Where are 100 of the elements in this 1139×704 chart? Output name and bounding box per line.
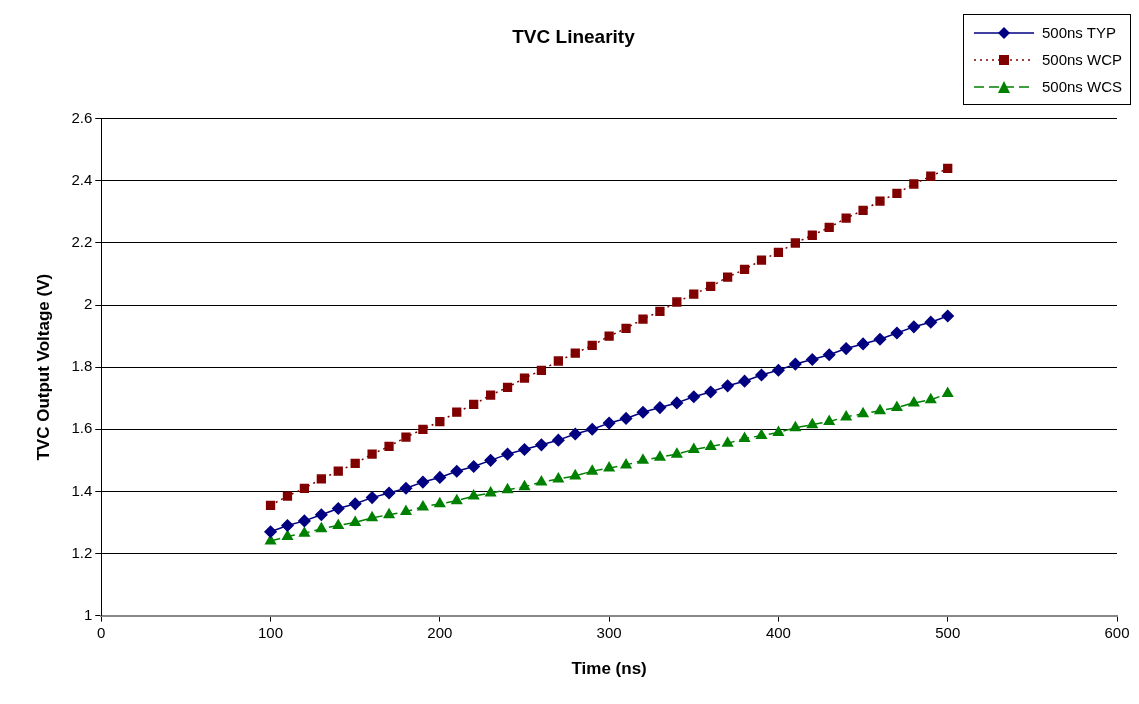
point — [925, 393, 937, 404]
point — [739, 432, 751, 443]
y-tick-label: 1.4 — [71, 481, 93, 499]
point — [298, 514, 311, 528]
point — [941, 309, 954, 323]
point — [738, 374, 751, 388]
point — [450, 464, 464, 478]
point — [298, 527, 310, 537]
x-tick-label: 600 — [1104, 623, 1130, 641]
point — [282, 491, 293, 501]
point — [620, 458, 632, 469]
point — [755, 429, 767, 440]
point — [401, 432, 411, 442]
point — [502, 483, 514, 494]
point — [840, 410, 852, 421]
point — [332, 502, 345, 515]
point — [264, 525, 277, 539]
point — [315, 522, 327, 533]
point — [655, 306, 665, 316]
y-tick-label: 1.8 — [71, 357, 93, 375]
point — [773, 247, 784, 257]
point — [942, 387, 954, 398]
x-axis-title: Time (ns) — [571, 659, 647, 679]
point — [569, 469, 581, 480]
point — [789, 357, 802, 371]
point — [858, 205, 868, 216]
point — [772, 364, 785, 377]
point — [485, 390, 496, 400]
point — [857, 407, 869, 418]
x-tick-label: 500 — [935, 623, 961, 641]
point — [806, 418, 818, 429]
point — [435, 416, 445, 427]
point — [638, 314, 648, 324]
point — [349, 516, 361, 526]
y-tick-label: 1 — [83, 605, 93, 623]
point — [316, 474, 326, 484]
point — [585, 423, 599, 436]
point — [722, 272, 733, 282]
x-tick-label: 300 — [596, 623, 622, 641]
point — [299, 483, 310, 493]
point — [552, 472, 564, 483]
point — [892, 188, 902, 198]
point — [501, 447, 514, 461]
point — [806, 353, 819, 366]
y-tick-label: 2.4 — [71, 171, 93, 189]
point — [687, 390, 701, 403]
point — [587, 340, 597, 351]
y-tick-label: 2.6 — [71, 108, 93, 126]
point — [569, 427, 582, 441]
x-tick-label: 200 — [427, 623, 453, 641]
point — [875, 196, 885, 206]
point — [619, 412, 633, 425]
point — [570, 348, 580, 358]
point — [348, 497, 362, 511]
point — [789, 421, 801, 432]
point — [621, 323, 631, 334]
point — [654, 451, 666, 461]
point — [383, 508, 395, 519]
point — [452, 407, 462, 417]
point — [315, 508, 328, 521]
point — [485, 486, 497, 497]
point — [790, 238, 800, 248]
point — [926, 171, 936, 181]
point — [705, 440, 717, 450]
x-tick-label: 100 — [258, 623, 284, 641]
point — [822, 348, 836, 362]
point — [653, 401, 667, 414]
point — [823, 415, 835, 426]
point — [434, 497, 446, 508]
point — [553, 356, 563, 366]
point — [909, 179, 919, 189]
y-tick-label: 1.6 — [71, 419, 93, 437]
point — [824, 222, 834, 233]
point — [704, 385, 717, 399]
point — [874, 404, 886, 415]
point — [535, 475, 547, 486]
point — [637, 454, 649, 464]
point — [367, 449, 377, 459]
point — [400, 505, 412, 516]
point — [671, 447, 683, 458]
point — [535, 438, 548, 452]
point — [924, 315, 938, 329]
point — [281, 519, 294, 532]
point — [366, 511, 378, 522]
point — [688, 443, 700, 453]
point — [467, 460, 480, 473]
point — [469, 399, 479, 410]
point — [907, 320, 921, 334]
point — [603, 461, 615, 472]
point — [755, 368, 768, 382]
point — [807, 230, 817, 240]
point — [672, 297, 682, 307]
legend-label: 500ns WCP — [1041, 51, 1122, 68]
point — [891, 401, 903, 412]
point — [399, 482, 413, 495]
point — [689, 289, 699, 299]
point — [856, 337, 870, 351]
point — [841, 213, 851, 223]
point — [602, 416, 616, 430]
legend-label: 500ns TYP — [1041, 24, 1116, 41]
